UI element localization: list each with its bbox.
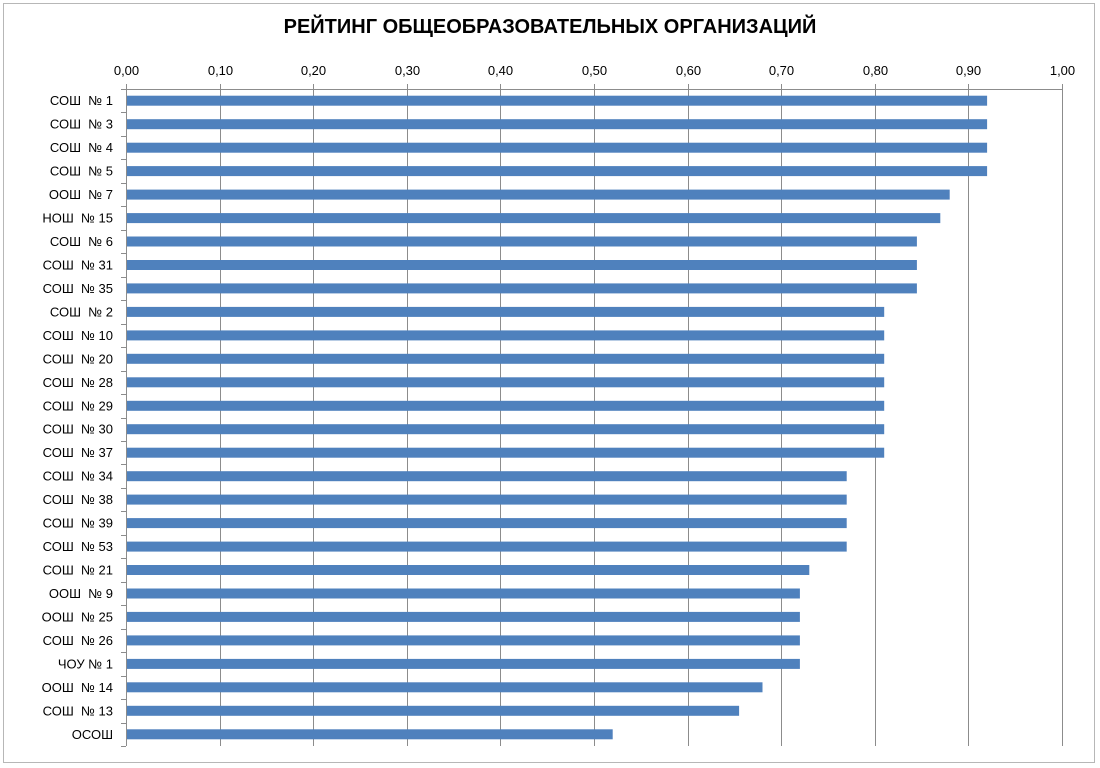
category-label: СОШ № 5 [50,164,113,179]
bar [127,189,950,200]
bar [127,166,988,177]
category-label: СОШ № 39 [43,516,113,531]
bar [127,682,763,693]
category-label: СОШ № 4 [50,140,113,155]
category-label: СОШ № 20 [43,351,113,366]
bar [127,541,847,552]
category-label: СОШ № 34 [43,469,113,484]
bar [127,142,988,153]
bar [127,705,740,716]
x-axis-tick-labels: 0,00 0,10 0,20 0,30 0,40 0,50 0,60 0,70 0,80 0,90… [114,63,1075,78]
bars [127,95,988,740]
bar [127,588,800,599]
category-label: СОШ № 29 [43,398,113,413]
category-label: СОШ № 31 [43,258,113,273]
chart-title: РЕЙТИНГ ОБЩЕОБРАЗОВАТЕЛЬНЫХ ОРГАНИЗАЦИЙ [283,16,817,38]
category-label: ООШ № 14 [42,680,113,695]
category-label: СОШ № 38 [43,492,113,507]
bar [127,95,988,106]
bar [127,471,847,482]
bar [127,306,885,317]
category-label: СОШ № 28 [43,375,113,390]
x-tick-label: 1,00 [1050,63,1075,78]
category-label: НОШ № 15 [42,211,113,226]
category-label: СОШ № 26 [43,633,113,648]
bar [127,283,917,294]
category-label: СОШ № 6 [50,234,113,249]
bar [127,213,941,224]
bar [127,400,885,411]
bar [127,424,885,435]
category-label: СОШ № 21 [43,563,113,578]
category-label: ЧОУ № 1 [58,656,113,671]
bar [127,565,810,575]
bar [127,518,847,529]
bar [127,494,847,505]
category-label: СОШ № 30 [43,422,113,437]
category-label: СОШ № 37 [43,445,113,460]
bar [127,236,917,247]
bar [127,658,800,669]
bar [127,330,885,341]
bar [127,447,885,458]
bar [127,377,885,388]
category-label: СОШ № 53 [43,539,113,554]
category-axis [121,89,1062,747]
category-label: СОШ № 1 [50,93,113,108]
x-tick-label: 0,50 [582,63,607,78]
category-labels: СОШ № 1 СОШ № 3 СОШ № 4 СОШ № 5 ООШ № 7 НОШ №… [42,93,113,742]
bar [127,260,917,270]
x-tick-label: 0,20 [301,63,326,78]
x-tick-label: 0,90 [956,63,981,78]
bar [127,611,800,622]
x-tick-label: 0,00 [114,63,139,78]
x-tick-label: 0,30 [395,63,420,78]
bar [127,729,613,740]
gridlines [126,84,1063,746]
category-label: СОШ № 10 [43,328,113,343]
x-tick-label: 0,10 [208,63,233,78]
x-tick-label: 0,80 [863,63,888,78]
category-label: СОШ № 2 [50,304,113,319]
bar [127,353,885,364]
category-label: ООШ № 7 [49,187,113,202]
bar [127,119,988,130]
category-label: СОШ № 3 [50,117,113,132]
x-tick-label: 0,60 [676,63,701,78]
bar [127,635,800,646]
category-label: ООШ № 9 [49,586,113,601]
category-label: СОШ № 35 [43,281,113,296]
category-label: СОШ № 13 [43,703,113,718]
category-label: ОСОШ [72,727,113,742]
x-tick-label: 0,40 [488,63,513,78]
category-label: ООШ № 25 [42,609,113,624]
x-tick-label: 0,70 [769,63,794,78]
